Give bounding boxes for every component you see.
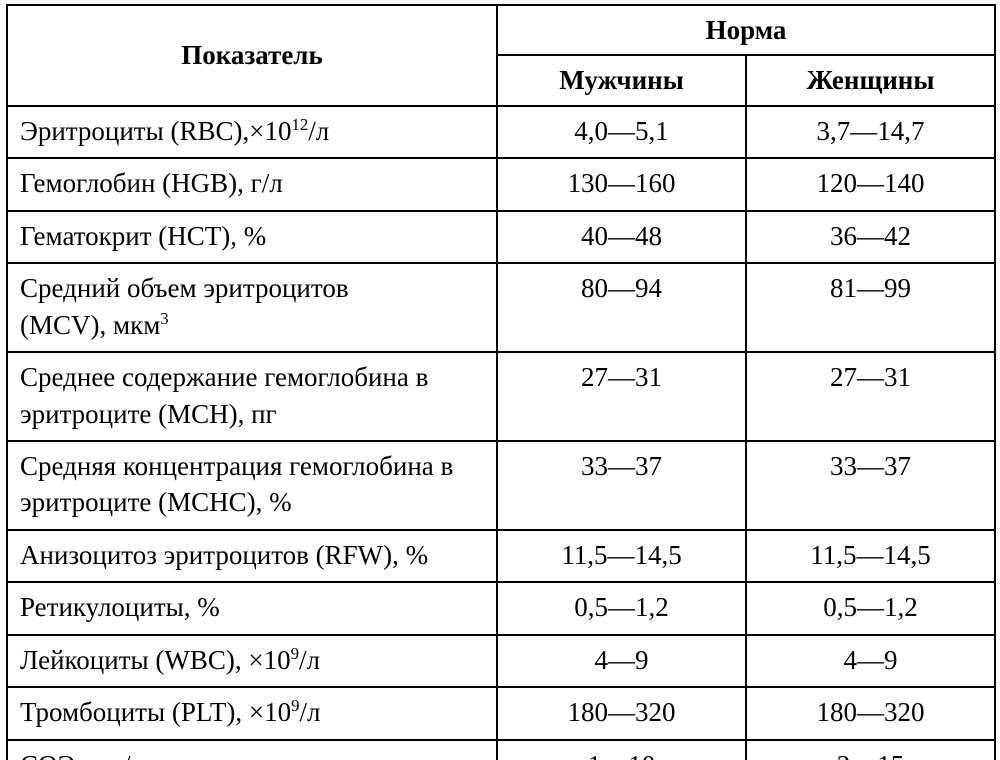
- cell-male: 33—37: [497, 441, 746, 530]
- table-body: Эритроциты (RBC),×1012/л 4,0—5,1 3,7—14,…: [7, 106, 995, 760]
- cell-male: 130—160: [497, 158, 746, 210]
- table-row: Анизоцитоз эритроцитов (RFW), % 11,5—14,…: [7, 530, 995, 582]
- cell-parameter: Гемоглобин (HGB), г/л: [7, 158, 497, 210]
- cell-parameter: Средняя концентрация гемоглобина в эритр…: [7, 441, 497, 530]
- cell-male: 4,0—5,1: [497, 106, 746, 158]
- cell-male: 180—320: [497, 687, 746, 739]
- cell-female: 0,5—1,2: [746, 582, 995, 634]
- col-header-female: Женщины: [746, 55, 995, 105]
- cell-parameter: Лейкоциты (WBC), ×109/л: [7, 635, 497, 687]
- table-row: Среднее содержание гемоглобина в эритроц…: [7, 352, 995, 441]
- cell-male: 0,5—1,2: [497, 582, 746, 634]
- table-header-row-1: Показатель Норма: [7, 5, 995, 55]
- cell-female: 36—42: [746, 211, 995, 263]
- table-row: Лейкоциты (WBC), ×109/л 4—9 4—9: [7, 635, 995, 687]
- table-row: Эритроциты (RBC),×1012/л 4,0—5,1 3,7—14,…: [7, 106, 995, 158]
- cell-male: 4—9: [497, 635, 746, 687]
- col-header-parameter: Показатель: [7, 5, 497, 106]
- cell-male: 11,5—14,5: [497, 530, 746, 582]
- table-row: СОЭ, мм/ч 1—10 2—15: [7, 740, 995, 760]
- cell-male: 80—94: [497, 263, 746, 352]
- cell-female: 180—320: [746, 687, 995, 739]
- blood-table-container: Показатель Норма Мужчины Женщины Эритроц…: [0, 0, 1000, 760]
- cell-female: 27—31: [746, 352, 995, 441]
- cell-parameter: СОЭ, мм/ч: [7, 740, 497, 760]
- table-row: Ретикулоциты, % 0,5—1,2 0,5—1,2: [7, 582, 995, 634]
- cell-female: 81—99: [746, 263, 995, 352]
- cell-parameter: Гематокрит (HCT), %: [7, 211, 497, 263]
- cell-parameter: Тромбоциты (PLT), ×109/л: [7, 687, 497, 739]
- cell-parameter: Эритроциты (RBC),×1012/л: [7, 106, 497, 158]
- cell-parameter: Средний объем эритроцитов (MCV), мкм3: [7, 263, 497, 352]
- table-row: Тромбоциты (PLT), ×109/л 180—320 180—320: [7, 687, 995, 739]
- cell-parameter: Ретикулоциты, %: [7, 582, 497, 634]
- table-row: Гематокрит (HCT), % 40—48 36—42: [7, 211, 995, 263]
- blood-reference-table: Показатель Норма Мужчины Женщины Эритроц…: [6, 4, 996, 760]
- table-row: Гемоглобин (HGB), г/л 130—160 120—140: [7, 158, 995, 210]
- col-header-norm-group: Норма: [497, 5, 995, 55]
- cell-female: 33—37: [746, 441, 995, 530]
- cell-female: 3,7—14,7: [746, 106, 995, 158]
- cell-female: 11,5—14,5: [746, 530, 995, 582]
- cell-male: 1—10: [497, 740, 746, 760]
- table-row: Средний объем эритроцитов (MCV), мкм3 80…: [7, 263, 995, 352]
- cell-parameter: Анизоцитоз эритроцитов (RFW), %: [7, 530, 497, 582]
- cell-female: 4—9: [746, 635, 995, 687]
- cell-female: 2—15: [746, 740, 995, 760]
- cell-male: 27—31: [497, 352, 746, 441]
- cell-parameter: Среднее содержание гемоглобина в эритроц…: [7, 352, 497, 441]
- cell-female: 120—140: [746, 158, 995, 210]
- cell-male: 40—48: [497, 211, 746, 263]
- col-header-male: Мужчины: [497, 55, 746, 105]
- table-row: Средняя концентрация гемоглобина в эритр…: [7, 441, 995, 530]
